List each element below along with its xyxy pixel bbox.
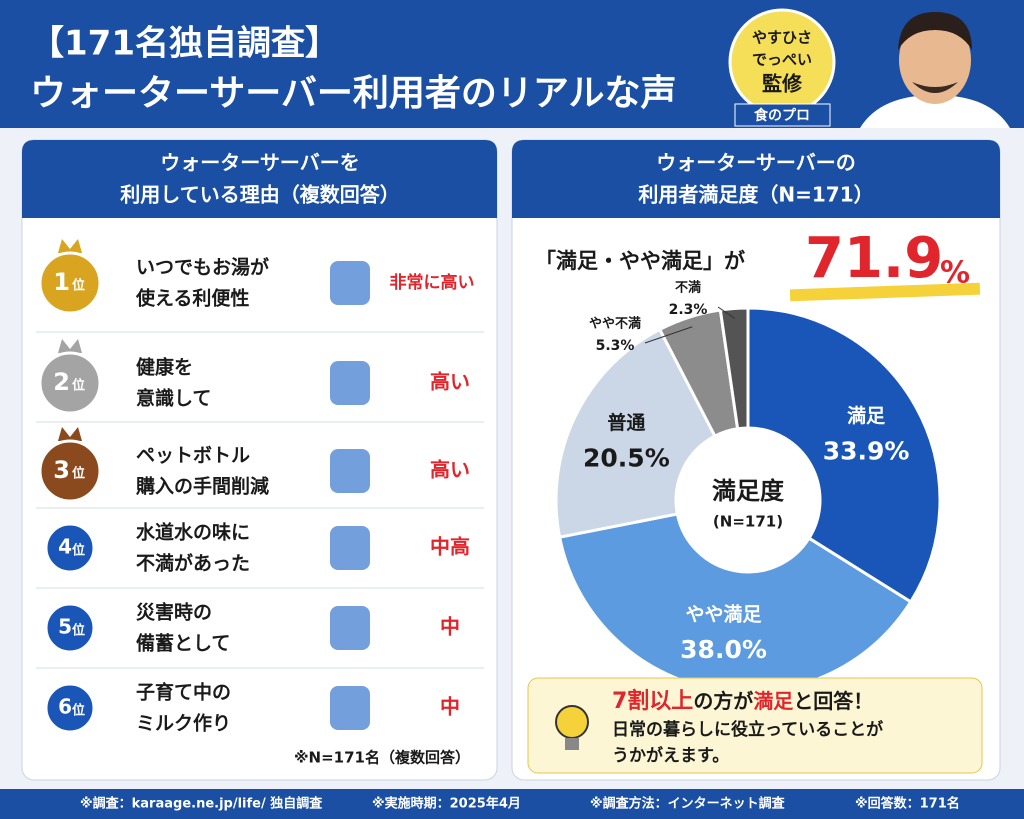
reason-text: 子育て中の [136,681,231,704]
badge-line: 監修 [762,72,803,96]
chart-title: ウォーターサーバーの [656,151,855,175]
center-sub: (N=171) [713,513,783,531]
rank-unit: 位 [72,703,85,719]
rank-medal [38,251,102,315]
reason-icon [330,261,370,305]
reasons-title: ウォーターサーバーを [160,151,359,175]
footer-band [0,789,1024,819]
headline-unit: % [940,256,970,291]
level-label: 中 [440,615,460,639]
reason-text: 水道水の味に [136,521,250,544]
rank-number: 5 [58,615,72,639]
reason-text: 意識して [136,387,211,410]
reasons-note: ※N=171名（複数回答） [294,749,470,767]
rank-medal [38,351,102,415]
slice-name: 不満 [675,280,701,296]
reasons-title: 利用している理由（複数回答） [120,183,399,207]
headline-value: 71.9 [805,226,943,291]
title-line1: 【171名独自調査】 [30,24,339,64]
crown [58,339,82,353]
callout [527,677,983,774]
reason-text: 備蓄として [136,632,230,655]
slice-value: 33.9% [823,437,910,466]
rank-unit: 位 [72,466,85,482]
title-line2: ウォーターサーバー利用者のリアルな声 [30,73,677,114]
callout-line3: うかがえます。 [612,745,729,766]
level-label: 高い [430,370,470,394]
center-title: 満足度 [712,477,785,505]
rank-number: 4 [58,535,72,559]
donut-slice [718,306,750,431]
slice-value: 5.3% [596,338,635,354]
chart-title: 利用者満足度（N=171） [638,183,873,207]
leader-line [717,306,736,319]
headline: 「満足・やや満足」が [535,249,745,273]
chart-header [512,140,1000,218]
crown [58,239,82,253]
donut-slice [746,306,942,604]
rank-medal [38,439,102,503]
rank-unit: 位 [72,378,85,394]
reason-icon [330,526,370,570]
callout-line1: 7割以上の方が満足と回答！ [612,688,873,714]
slice-name: やや満足 [686,603,763,625]
reason-text: 健康を [136,356,193,379]
callout-emph: 満足 [753,689,794,713]
rank-medal [44,522,96,574]
reason-icon [330,361,370,405]
level-label: 非常に高い [390,272,475,293]
rank-number: 2 [53,368,70,396]
rank-unit: 位 [72,623,85,639]
reason-text: 災害時の [136,601,212,624]
rank-unit: 位 [72,543,85,559]
reason-text: ペットボトル [136,445,250,467]
level-label: 高い [430,458,470,482]
crown [58,427,82,441]
slice-name: 普通 [607,411,646,434]
reason-icon [330,449,370,493]
reason-text: 使える利便性 [135,287,249,310]
header-band [0,0,1024,128]
callout-emph: 7割以上 [612,688,693,714]
callout-text: の方が [693,689,753,713]
reason-text: 不満があった [136,552,250,575]
donut-slice [554,327,717,539]
rank-medal [44,602,96,654]
level-label: 中 [440,695,460,719]
level-label: 中高 [430,535,470,559]
callout-text: と回答！ [793,689,873,713]
footer-item: ※実施時期：2025年4月 [372,796,521,812]
reason-text: ミルク作り [136,712,231,735]
rank-number: 3 [53,456,70,484]
slice-value: 2.3% [669,302,708,318]
donut-center [678,430,818,570]
reasons-header [22,140,497,218]
badge-line: やすひさ [752,29,812,47]
footer-item: ※回答数：171名 [855,796,960,812]
reason-text: 購入の手間削減 [136,475,269,498]
footer-item: ※調査：karaage.ne.jp/life/ 独自調査 [80,796,323,812]
slice-name: やや不満 [589,316,641,332]
bulb-icon [555,705,589,750]
rank-number: 1 [53,268,70,296]
slice-value: 38.0% [680,635,767,664]
badge-ribbon-text: 食のプロ [754,107,810,124]
reason-icon [330,606,370,650]
rank-number: 6 [58,695,72,719]
slice-name: 満足 [847,405,886,427]
slice-value: 20.5% [583,443,670,472]
reason-text: いつでもお湯が [136,256,269,279]
callout-line2: 日常の暮らしに役立っていることが [612,719,883,740]
rank-medal [44,682,96,734]
badge-line: でっぺい [752,51,812,69]
reason-icon [330,686,370,730]
chef-portrait [860,12,1010,128]
footer-item: ※調査方法：インターネット調査 [590,796,786,812]
leader-line [644,326,693,344]
badge-ribbon [734,103,831,127]
rank-unit: 位 [72,278,85,294]
highlight [789,282,981,302]
